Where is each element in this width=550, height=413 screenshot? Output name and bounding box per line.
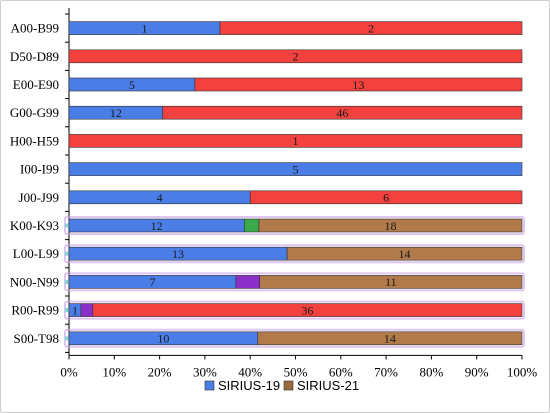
category-label: L00-L99 bbox=[13, 246, 59, 261]
x-tick-label: 100% bbox=[507, 364, 538, 379]
data-label: 2 bbox=[293, 50, 299, 64]
x-tick-label: 90% bbox=[465, 364, 489, 379]
x-tick-label: 60% bbox=[329, 364, 353, 379]
data-label: 46 bbox=[336, 106, 348, 120]
row-marker bbox=[65, 251, 68, 256]
data-label: 18 bbox=[384, 219, 396, 233]
bar-segment-minor bbox=[235, 275, 261, 289]
data-label: 5 bbox=[129, 78, 135, 92]
x-tick-label: 80% bbox=[419, 364, 443, 379]
bar-segment-sirius-21 bbox=[194, 77, 523, 92]
bar-segment-sirius-21 bbox=[258, 218, 523, 233]
row-marker bbox=[65, 279, 68, 284]
x-tick-label: 70% bbox=[374, 364, 398, 379]
category-label: A00-B99 bbox=[11, 21, 59, 36]
data-label: 1 bbox=[72, 303, 78, 317]
bar-segment-sirius-21 bbox=[259, 275, 523, 289]
category-label: J00-J99 bbox=[19, 190, 59, 205]
bar-segment-sirius-21 bbox=[257, 331, 523, 346]
data-label: 14 bbox=[384, 332, 396, 346]
data-label: 1 bbox=[142, 21, 148, 35]
legend-label: SIRIUS-21 bbox=[297, 378, 359, 393]
category-label: K00-K93 bbox=[10, 218, 59, 233]
x-tick-label: 50% bbox=[284, 364, 308, 379]
bar-segment-sirius-21 bbox=[92, 303, 523, 317]
bar-segment-sirius-21 bbox=[68, 134, 523, 148]
bar-segment-sirius-21 bbox=[249, 190, 523, 205]
bar-segment-sirius-21 bbox=[286, 246, 523, 261]
legend-label: SIRIUS-19 bbox=[218, 378, 280, 393]
data-label: 13 bbox=[352, 78, 364, 92]
x-tick-label: 10% bbox=[102, 364, 126, 379]
category-label: S00-T98 bbox=[14, 331, 60, 346]
legend-swatch bbox=[204, 380, 215, 391]
row-marker bbox=[65, 223, 68, 228]
data-label: 6 bbox=[383, 191, 389, 205]
x-tick-label: 30% bbox=[193, 364, 217, 379]
category-label: E00-E90 bbox=[13, 77, 59, 92]
category-label: N00-N99 bbox=[10, 274, 59, 289]
data-label: 2 bbox=[368, 21, 374, 35]
row-marker bbox=[65, 336, 68, 341]
bar-segment-sirius-21 bbox=[68, 49, 523, 64]
row-marker bbox=[65, 308, 68, 313]
data-label: 5 bbox=[293, 162, 299, 176]
category-label: H00-H59 bbox=[10, 133, 59, 148]
data-label: 13 bbox=[172, 247, 184, 261]
data-label: 1 bbox=[293, 134, 299, 148]
data-label: 7 bbox=[149, 275, 155, 289]
legend-swatch bbox=[283, 380, 294, 391]
data-label: 4 bbox=[157, 191, 163, 205]
category-label: I00-I99 bbox=[20, 162, 59, 177]
bar-segment-sirius-21 bbox=[162, 105, 523, 120]
bar-segment-sirius-19 bbox=[68, 162, 523, 176]
data-label: 12 bbox=[110, 106, 122, 120]
data-label: 36 bbox=[301, 303, 313, 317]
category-label: G00-G99 bbox=[10, 105, 59, 120]
bar-segment-sirius-21 bbox=[219, 21, 523, 35]
data-label: 10 bbox=[157, 332, 169, 346]
x-tick-label: 20% bbox=[148, 364, 172, 379]
x-tick-label: 0% bbox=[60, 364, 78, 379]
bar-segment-minor bbox=[80, 303, 94, 317]
data-label: 12 bbox=[151, 219, 163, 233]
x-tick-label: 40% bbox=[238, 364, 262, 379]
category-label: R00-R99 bbox=[11, 303, 59, 318]
data-label: 14 bbox=[399, 247, 411, 261]
data-label: 11 bbox=[385, 275, 397, 289]
category-label: D50-D89 bbox=[10, 49, 59, 64]
bar-segment-minor bbox=[244, 218, 260, 233]
